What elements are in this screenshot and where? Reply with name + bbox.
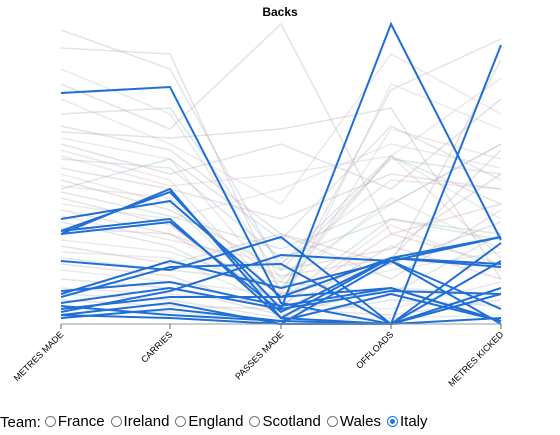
series-line-background-1	[60, 38, 502, 296]
axes: METRES MADE CARRIES PASSES MADE OFFLOADS MET…	[12, 323, 506, 388]
series-line-highlighted-16	[60, 260, 502, 326]
series-line-background-17	[60, 143, 502, 220]
series-line-background-11	[60, 167, 502, 220]
series-line-highlighted-11	[60, 286, 502, 322]
series-line-highlighted-4	[60, 217, 502, 326]
series-line-highlighted-7	[60, 236, 502, 295]
series-line-background-4	[60, 53, 502, 205]
series-line-highlighted-5	[60, 220, 502, 314]
series-line-background-6	[60, 59, 502, 265]
team-selector: Team: France Ireland England Scotland Wales I…	[0, 411, 430, 433]
series-line-background-9	[60, 128, 502, 302]
team-options: France Ireland England Scotland Wales Italy	[41, 413, 430, 431]
team-option-italy[interactable]: Italy	[383, 413, 428, 430]
series-line-highlighted-0	[60, 44, 502, 326]
radio-button[interactable]	[175, 416, 187, 427]
series-line-background-20	[60, 218, 502, 301]
team-option-ireland[interactable]: Ireland	[107, 413, 170, 430]
series-line-background-10	[60, 158, 502, 259]
team-option-label: Scotland	[262, 413, 321, 430]
series-line-background-14	[60, 154, 502, 284]
series-line-highlighted-8	[60, 262, 502, 326]
team-option-england[interactable]: England	[171, 413, 243, 430]
series-line-background-35	[60, 125, 502, 241]
parallel-coordinates-chart: Backs METRES MADE CARRIES PASSES MADE OFFLO…	[12, 5, 506, 388]
series-line-highlighted-15	[60, 253, 502, 313]
team-option-scotland[interactable]: Scotland	[245, 413, 321, 430]
radio-button[interactable]	[44, 416, 56, 427]
series-line-background-34	[60, 77, 502, 187]
series-line-background-2	[60, 68, 502, 281]
axis-label-4: METRES KICKED	[446, 329, 505, 388]
series-line-background-13	[60, 173, 502, 271]
team-option-label: Italy	[399, 413, 428, 430]
radio-button[interactable]	[110, 416, 122, 427]
series-line-background-21	[60, 149, 502, 277]
team-option-label: England	[188, 413, 244, 430]
series-line-background-33	[60, 107, 502, 280]
series-line-highlighted-10	[60, 286, 502, 311]
team-selector-label: Team:	[0, 413, 41, 431]
chart-title: Backs	[262, 5, 298, 19]
series-line-background-8	[60, 98, 502, 190]
team-option-label: Wales	[339, 413, 381, 430]
axis-label-2: PASSES MADE	[233, 329, 285, 381]
axis-label-0: METRES MADE	[12, 329, 66, 383]
axis-label-3: OFFLOADS	[354, 329, 395, 370]
background-lines	[60, 22, 502, 322]
radio-button[interactable]	[249, 416, 261, 427]
team-option-france[interactable]: France	[41, 413, 105, 430]
series-line-background-0	[60, 29, 502, 272]
team-option-label: France	[57, 413, 105, 430]
radio-button[interactable]	[326, 416, 338, 427]
series-line-background-23	[60, 209, 502, 280]
series-line-highlighted-6	[60, 235, 502, 326]
team-option-wales[interactable]: Wales	[323, 413, 381, 430]
team-option-label: Ireland	[123, 413, 170, 430]
series-line-background-3	[60, 22, 502, 265]
radio-button[interactable]	[386, 416, 398, 427]
axis-label-1: CARRIES	[139, 329, 174, 364]
